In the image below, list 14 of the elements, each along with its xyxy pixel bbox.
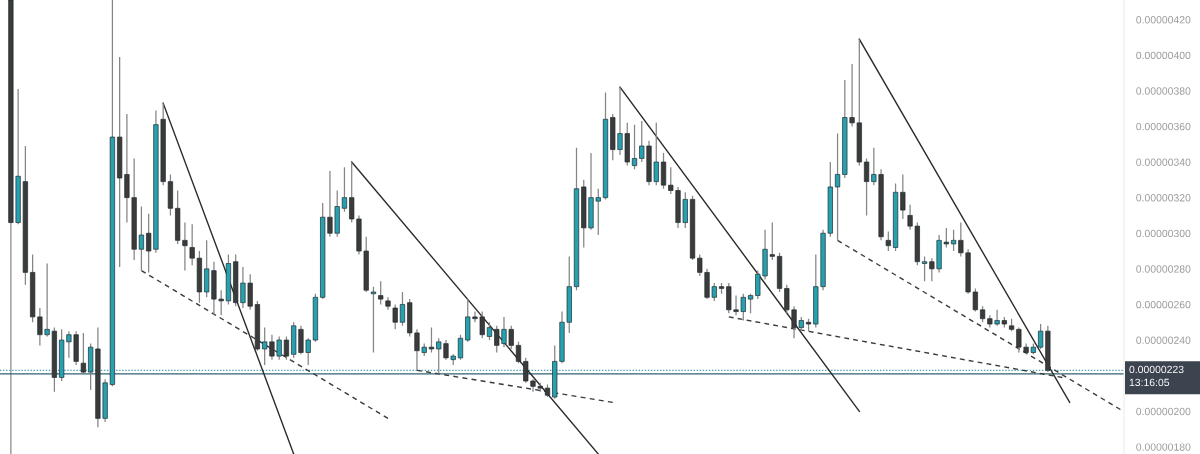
- y-tick-label: 0.00000360: [1136, 122, 1191, 131]
- y-tick-label: 0.00000420: [1136, 16, 1191, 24]
- y-tick-label: 0.00000200: [1136, 407, 1191, 416]
- y-tick-label: 0.00000180: [1136, 443, 1191, 451]
- y-tick-label: 0.00000300: [1136, 229, 1191, 238]
- text: 13:16:05: [1129, 378, 1170, 387]
- y-tick-label: 0.00000380: [1136, 87, 1191, 95]
- y-tick-label: 0.00000340: [1136, 158, 1191, 166]
- ref-line-label: 0.00000223: [1129, 365, 1184, 374]
- y-tick-label: 0.00000320: [1136, 194, 1191, 202]
- y-tick-label: 0.00000240: [1136, 336, 1191, 344]
- y-tick-label: 0.00000260: [1136, 300, 1191, 309]
- y-tick-label: 0.00000400: [1136, 51, 1191, 60]
- y-tick-label: 0.00000280: [1136, 265, 1191, 273]
